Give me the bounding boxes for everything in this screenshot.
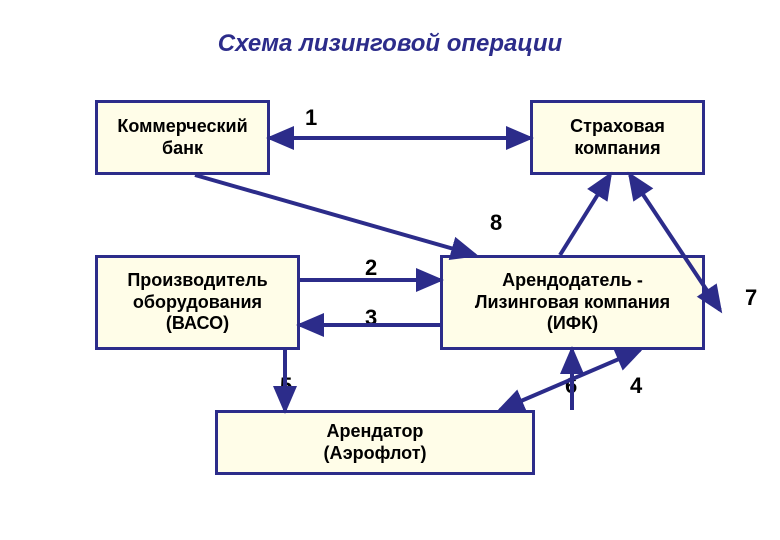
- edge-label-6: 6: [565, 373, 577, 399]
- node-lessee: Арендатор (Аэрофлот): [215, 410, 535, 475]
- edge-label-5: 5: [280, 373, 292, 399]
- node-lessor: Арендодатель - Лизинговая компания (ИФК): [440, 255, 705, 350]
- diagram-title: Схема лизинговой операции: [0, 30, 780, 58]
- edge-label-7: 7: [745, 285, 757, 311]
- edge-label-8: 8: [490, 210, 502, 236]
- node-producer: Производитель оборудования (ВАСО): [95, 255, 300, 350]
- node-producer-label: Производитель оборудования (ВАСО): [127, 270, 267, 335]
- node-lessor-label: Арендодатель - Лизинговая компания (ИФК): [475, 270, 670, 335]
- edge-label-1: 1: [305, 105, 317, 131]
- node-bank-label: Коммерческий банк: [117, 116, 247, 159]
- edge-label-3: 3: [365, 305, 377, 331]
- edge-label-2: 2: [365, 255, 377, 281]
- edge-label-4: 4: [630, 373, 642, 399]
- node-bank: Коммерческий банк: [95, 100, 270, 175]
- node-insurance: Страховая компания: [530, 100, 705, 175]
- node-insurance-label: Страховая компания: [570, 116, 665, 159]
- node-lessee-label: Арендатор (Аэрофлот): [324, 421, 427, 464]
